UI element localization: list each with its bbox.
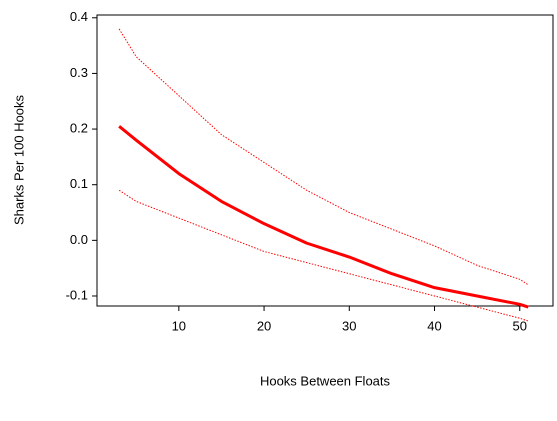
y-tick-label: -0.1 xyxy=(66,287,88,302)
x-tick-label: 40 xyxy=(427,318,441,333)
y-tick-label: 0.3 xyxy=(70,65,88,80)
x-tick-label: 20 xyxy=(257,318,271,333)
series-line xyxy=(118,28,529,286)
y-tick-label: 0.1 xyxy=(70,176,88,191)
x-tick-label: 30 xyxy=(342,318,356,333)
plot-frame xyxy=(96,14,554,307)
x-tick-label: 10 xyxy=(172,318,186,333)
y-tick-label: 0.4 xyxy=(70,9,88,24)
y-tick-label: 0.0 xyxy=(70,232,88,247)
x-axis-title: Hooks Between Floats xyxy=(260,373,391,388)
y-axis-title: Sharks Per 100 Hooks xyxy=(11,94,26,225)
x-tick-label: 50 xyxy=(513,318,527,333)
y-tick-label: 0.2 xyxy=(70,121,88,136)
series-line xyxy=(118,125,529,309)
series-line xyxy=(118,189,529,322)
